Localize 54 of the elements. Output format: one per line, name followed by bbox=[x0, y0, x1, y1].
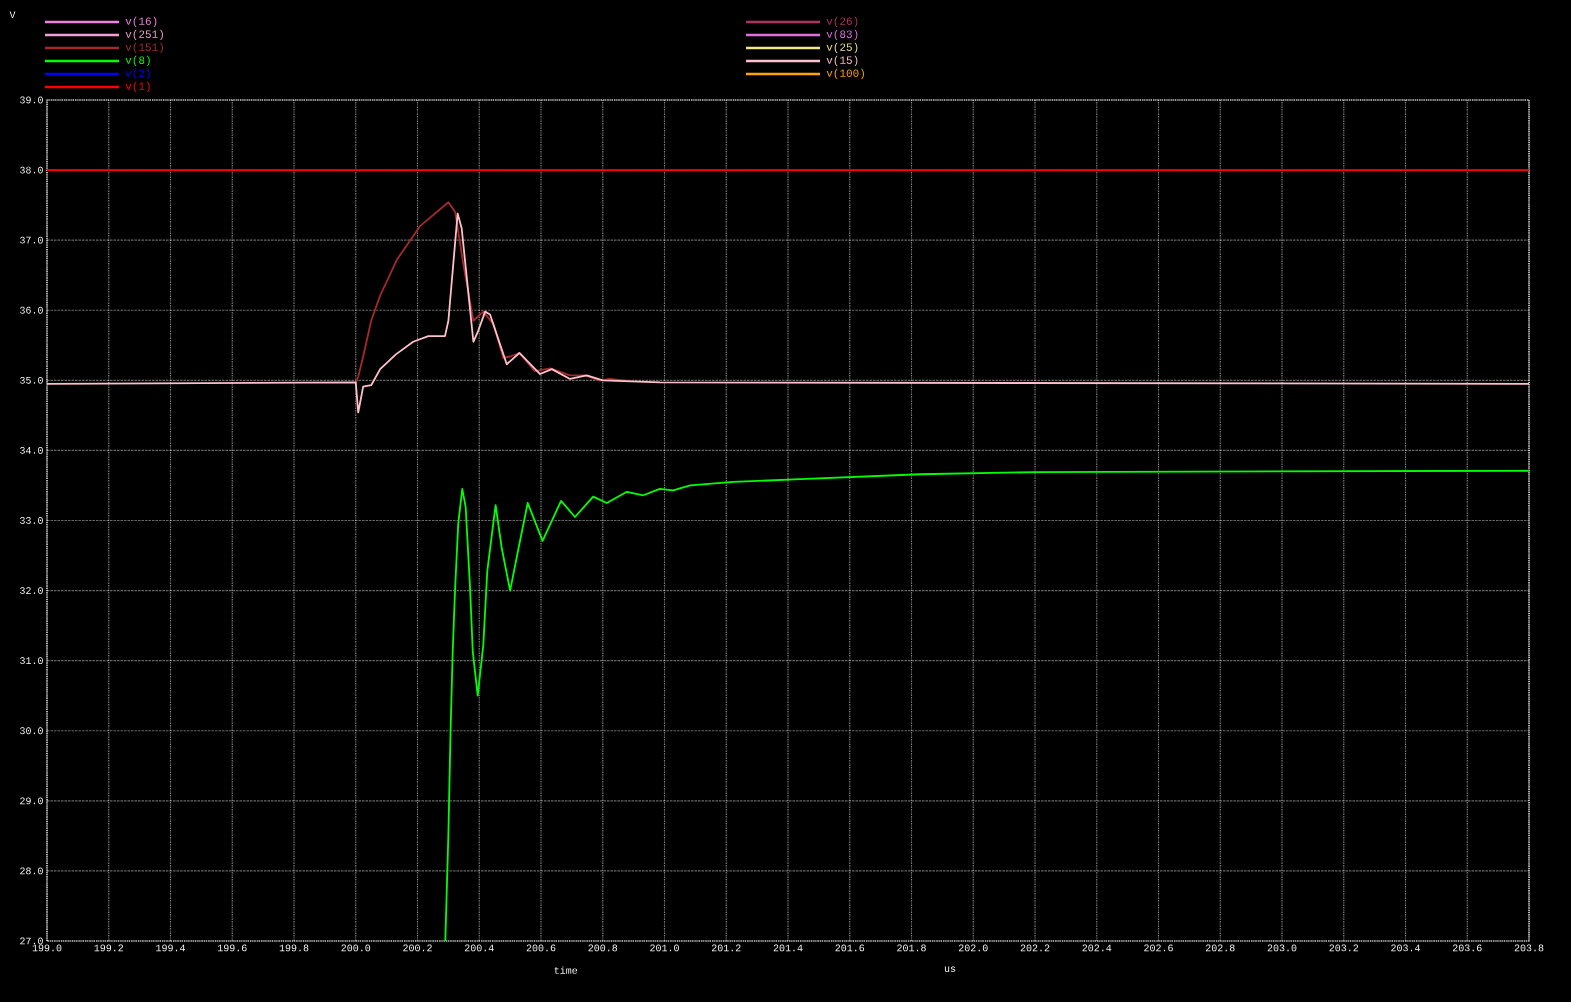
x-tick-label: 199.4 bbox=[156, 944, 185, 952]
x-tick-label: 201.2 bbox=[711, 944, 741, 952]
y-tick-label: 31.0 bbox=[20, 657, 43, 665]
x-tick-label: 200.2 bbox=[403, 944, 432, 952]
y-tick-label: 33.0 bbox=[20, 517, 43, 524]
y-tick-label: 36.0 bbox=[20, 306, 43, 314]
y-tick-label: 28.0 bbox=[20, 867, 43, 875]
y-tick-label: 30.0 bbox=[20, 727, 43, 735]
text: v(1) bbox=[125, 81, 150, 93]
x-tick-label: 201.4 bbox=[773, 944, 803, 952]
legend-label: v(100) bbox=[826, 68, 864, 80]
line-series bbox=[47, 212, 1530, 414]
x-tick-label: 202.6 bbox=[1144, 944, 1173, 952]
y-tick-label: 32.0 bbox=[20, 587, 43, 594]
x-tick-label: 200.8 bbox=[588, 944, 618, 952]
text: us bbox=[944, 966, 956, 972]
legend-label: v(26) bbox=[826, 16, 858, 28]
x-tick-label: 202.0 bbox=[958, 944, 988, 952]
x-tick-label: 200.0 bbox=[341, 944, 371, 952]
y-tick-label: 39.0 bbox=[20, 96, 43, 104]
text: v(151) bbox=[125, 42, 163, 54]
x-tick-label: 201.8 bbox=[897, 944, 926, 952]
text: v(15) bbox=[826, 55, 858, 67]
x-tick-label: 201.0 bbox=[650, 944, 679, 952]
y-tick-label: 27.0 bbox=[20, 937, 43, 945]
x-tick-label: 199.6 bbox=[217, 944, 247, 952]
x-tick-label: 201.6 bbox=[835, 944, 865, 952]
x-tick-label: 203.2 bbox=[1329, 944, 1359, 952]
legend-label: v(251) bbox=[125, 29, 163, 41]
legend-label: v(2) bbox=[125, 68, 150, 80]
x-tick-label: 202.4 bbox=[1082, 944, 1112, 952]
x-tick-label: 199.8 bbox=[279, 944, 309, 952]
legend-label: v(16) bbox=[125, 16, 157, 28]
x-tick-label: 202.2 bbox=[1020, 944, 1050, 952]
x-tick-label: 199.0 bbox=[32, 944, 62, 952]
y-tick-label: 38.0 bbox=[20, 166, 43, 174]
x-tick-label: 202.8 bbox=[1205, 944, 1235, 952]
legend-label: v(25) bbox=[826, 42, 858, 54]
x-tick-label: 203.0 bbox=[1267, 944, 1297, 952]
x-tick-label: 203.8 bbox=[1514, 944, 1544, 952]
text: V bbox=[9, 11, 16, 19]
y-tick-label: 37.0 bbox=[20, 236, 43, 244]
x-tick-label: 200.6 bbox=[526, 944, 556, 952]
y-tick-label: 34.0 bbox=[20, 447, 43, 454]
x-tick-label: 200.4 bbox=[464, 944, 494, 952]
text: v(8) bbox=[125, 55, 150, 67]
x-tick-label: 199.2 bbox=[94, 944, 124, 952]
legend-label: v(83) bbox=[826, 29, 858, 41]
y-tick-label: 29.0 bbox=[20, 797, 43, 805]
x-tick-label: 203.6 bbox=[1452, 944, 1482, 952]
line-series bbox=[444, 469, 1530, 941]
y-tick-label: 35.0 bbox=[20, 376, 43, 384]
x-tick-label: 203.4 bbox=[1391, 944, 1420, 952]
x-axis-title: time bbox=[554, 966, 578, 974]
